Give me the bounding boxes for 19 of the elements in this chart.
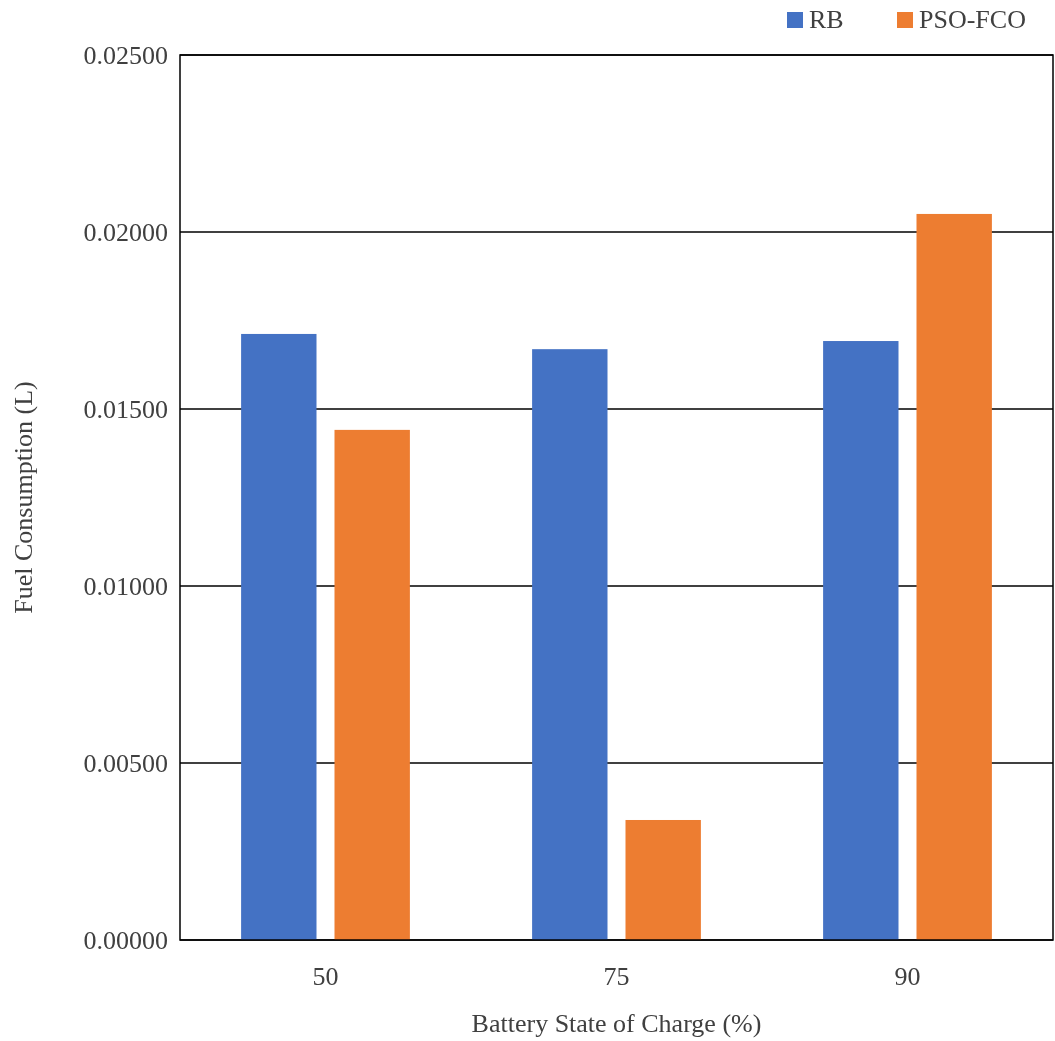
bar — [532, 349, 608, 940]
y-tick-label: 0.02000 — [83, 218, 168, 248]
y-axis-title: Fuel Consumption (L) — [9, 381, 38, 614]
bar — [241, 333, 317, 940]
bar — [334, 429, 410, 940]
y-tick-label: 0.02500 — [83, 41, 168, 71]
bar — [916, 213, 992, 940]
bar — [625, 819, 701, 940]
x-tick-label: 50 — [312, 962, 339, 991]
legend-label: RB — [809, 5, 844, 34]
x-tick-label: 90 — [894, 962, 921, 991]
y-tick-label: 0.01000 — [83, 572, 168, 602]
y-tick-label: 0.00500 — [83, 749, 168, 779]
x-axis-title: Battery State of Charge (%) — [471, 1009, 762, 1038]
bar — [823, 341, 899, 940]
y-tick-label: 0.00000 — [83, 926, 168, 956]
y-tick-label: 0.01500 — [83, 395, 168, 425]
x-tick-label: 75 — [603, 962, 630, 991]
legend-label: PSO-FCO — [919, 5, 1026, 34]
